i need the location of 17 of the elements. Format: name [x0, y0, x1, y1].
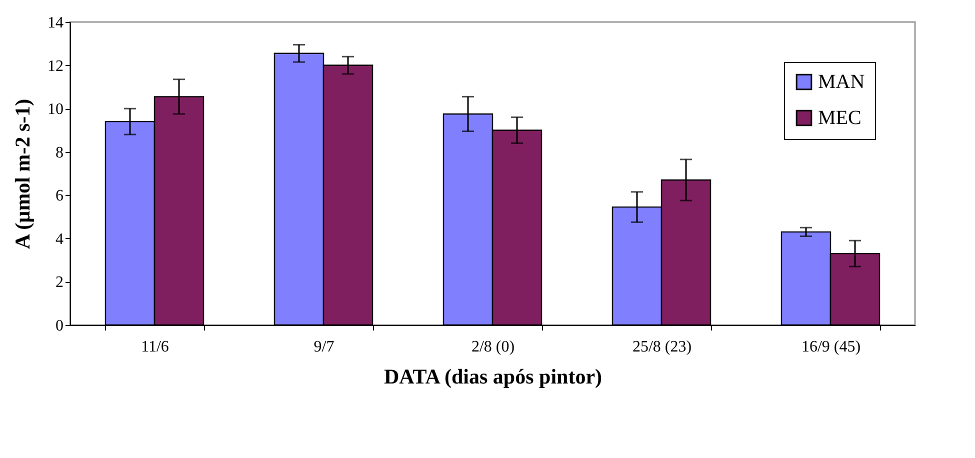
legend-label: MEC — [818, 107, 862, 129]
x-tick-label: 2/8 (0) — [471, 338, 515, 356]
y-tick-label: 4 — [56, 230, 64, 248]
y-tick-label: 8 — [56, 144, 64, 162]
y-tick-label: 2 — [56, 274, 64, 292]
y-tick-label: 0 — [56, 318, 64, 334]
legend-label: MAN — [818, 71, 865, 93]
x-axis-title: DATA (dias após pintor) — [384, 364, 602, 388]
x-tick-label: 9/7 — [314, 338, 334, 356]
x-tick-label: 11/6 — [141, 338, 169, 356]
y-tick-label: 14 — [48, 14, 64, 32]
x-tick-label: 25/8 (23) — [632, 338, 692, 356]
y-tick-label: 6 — [56, 188, 64, 205]
x-tick-label: 16/9 (45) — [801, 338, 861, 356]
y-axis-title: A (µmol m-2 s-1) — [10, 98, 34, 250]
y-tick-label: 10 — [48, 101, 64, 118]
y-tick-label: 12 — [48, 58, 64, 75]
